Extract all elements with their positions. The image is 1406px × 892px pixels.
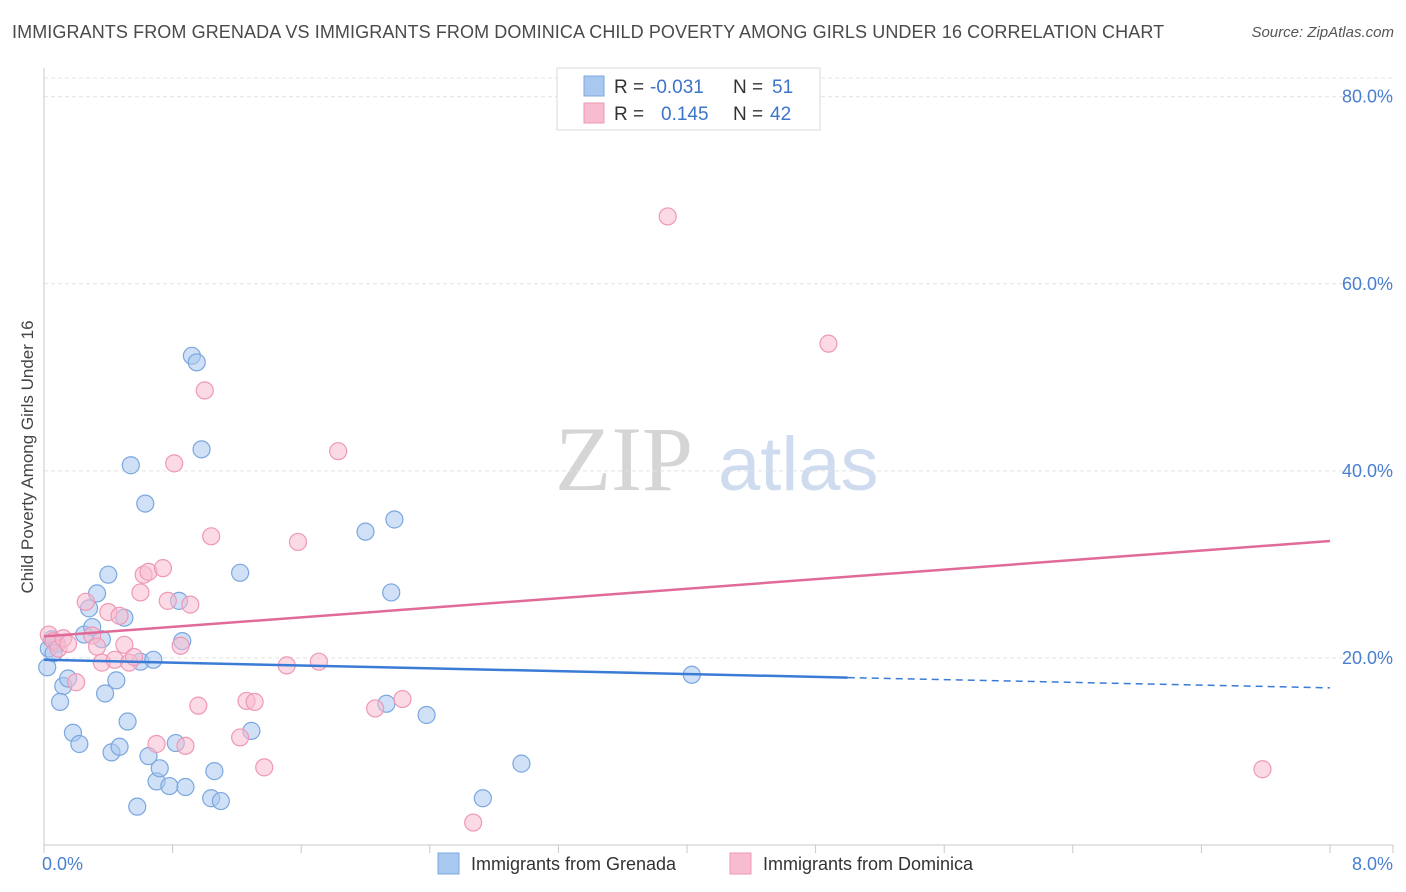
legend-r-value-dominica: 0.145	[661, 104, 709, 125]
point-dominica-28	[202, 527, 221, 546]
point-grenada-35	[187, 353, 206, 372]
data-points	[38, 207, 1272, 832]
point-dominica-20	[153, 559, 173, 578]
point-grenada-33	[176, 777, 195, 797]
legend-n-value-grenada: 51	[772, 77, 793, 98]
point-grenada-8	[70, 734, 89, 754]
point-grenada-22	[128, 797, 147, 816]
point-grenada-17	[107, 671, 126, 690]
point-grenada-47	[473, 789, 492, 808]
legend-r-value-grenada: -0.031	[650, 77, 704, 98]
series-legend-swatch-grenada	[437, 852, 460, 875]
trend-line-grenada-extension	[847, 676, 1331, 689]
point-dominica-23	[171, 636, 190, 655]
series-legend-swatch-dominica	[729, 852, 752, 875]
trend-line-grenada	[43, 658, 848, 679]
y-axis-label: Child Poverty Among Girls Under 16	[18, 320, 37, 593]
point-grenada-21	[121, 456, 140, 475]
point-dominica-8	[87, 637, 107, 656]
legend-r-label-dominica: R =	[614, 104, 644, 125]
point-grenada-6	[50, 692, 70, 711]
chart-title: IMMIGRANTS FROM GRENADA VS IMMIGRANTS FR…	[12, 22, 1165, 42]
series-legend-label-grenada: Immigrants from Grenada	[471, 854, 677, 874]
legend-swatch-dominica	[583, 102, 605, 124]
point-dominica-25	[181, 595, 200, 614]
point-dominica-38	[393, 689, 412, 709]
chart-source: Source: ZipAtlas.com	[1251, 24, 1394, 41]
point-dominica-31	[245, 692, 264, 711]
point-dominica-37	[366, 699, 385, 718]
series-legend: Immigrants from Grenada Immigrants from …	[437, 852, 974, 875]
point-grenada-14	[95, 684, 115, 703]
point-grenada-18	[110, 737, 129, 756]
point-grenada-28	[150, 759, 169, 778]
point-grenada-45	[385, 510, 404, 529]
point-grenada-29	[160, 776, 179, 796]
legend-n-value-dominica: 42	[770, 104, 791, 125]
point-dominica-42	[1253, 760, 1272, 779]
watermark-atlas: atlas	[718, 422, 879, 507]
point-dominica-36	[329, 442, 348, 461]
point-grenada-24	[136, 494, 155, 513]
point-grenada-26	[144, 650, 163, 669]
watermark-zip: ZIP	[555, 408, 693, 510]
legend-swatch-grenada	[583, 75, 605, 97]
point-dominica-26	[189, 696, 208, 715]
point-grenada-39	[211, 791, 230, 811]
point-grenada-38	[205, 762, 224, 781]
point-dominica-27	[195, 381, 214, 400]
tick-labels: 20.0% 40.0% 60.0% 80.0% 0.0% 8.0%	[42, 87, 1393, 874]
legend-r-label-grenada: R =	[614, 77, 644, 98]
y-tick-label-1: 40.0%	[1342, 461, 1393, 481]
point-dominica-21	[158, 591, 177, 610]
legend-n-label-grenada: N =	[733, 77, 763, 98]
point-dominica-12	[110, 606, 129, 625]
series-legend-label-dominica: Immigrants from Dominica	[763, 854, 974, 874]
y-tick-label-2: 60.0%	[1342, 274, 1393, 294]
correlation-legend: R = -0.031 N = 51 R = 0.145 N = 42	[556, 67, 821, 131]
point-dominica-4	[59, 634, 78, 653]
point-dominica-39	[464, 813, 483, 832]
x-tick-label-0: 0.0%	[42, 854, 83, 874]
point-dominica-6	[76, 592, 95, 611]
point-dominica-29	[231, 728, 250, 747]
point-dominica-16	[131, 583, 150, 602]
point-grenada-44	[382, 583, 401, 602]
point-grenada-42	[356, 522, 375, 541]
trend-lines	[43, 539, 1331, 689]
legend-n-label-dominica: N =	[733, 104, 763, 125]
point-dominica-19	[147, 734, 166, 754]
point-grenada-20	[118, 712, 137, 731]
y-tick-label-0: 20.0%	[1342, 648, 1393, 668]
point-dominica-32	[255, 758, 274, 777]
point-dominica-5	[67, 673, 86, 692]
point-grenada-46	[417, 705, 436, 725]
point-dominica-34	[288, 532, 308, 552]
point-grenada-48	[512, 754, 531, 773]
point-dominica-13	[115, 635, 134, 654]
x-tick-label-1: 8.0%	[1352, 854, 1393, 874]
point-grenada-15	[99, 565, 118, 584]
axes	[43, 68, 1394, 853]
point-grenada-36	[192, 440, 211, 459]
watermark: ZIP atlas	[555, 408, 879, 510]
point-dominica-24	[176, 736, 195, 755]
point-dominica-35	[309, 652, 328, 671]
point-grenada-40	[231, 563, 250, 582]
y-tick-label-3: 80.0%	[1342, 87, 1393, 107]
trend-line-dominica	[43, 539, 1331, 638]
point-dominica-41	[819, 334, 838, 353]
point-dominica-40	[658, 207, 677, 226]
point-dominica-22	[165, 454, 184, 473]
